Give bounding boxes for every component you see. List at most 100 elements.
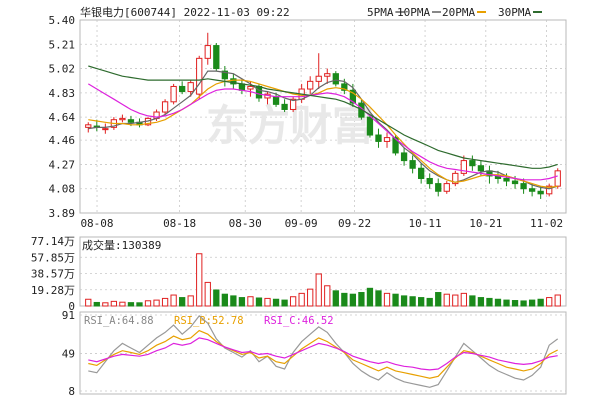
- candle-up: [315, 75, 322, 82]
- candle-down: [179, 85, 186, 93]
- volume-bar-down: [366, 287, 374, 307]
- price-tick-label: 5.02: [49, 63, 76, 76]
- volume-bar-down: [341, 292, 348, 307]
- candle-down: [520, 183, 527, 190]
- rsi-legend-item: RSI_B:52.78: [174, 315, 244, 327]
- volume-bar-up: [452, 294, 459, 307]
- date-label: 09-22: [338, 217, 371, 230]
- candle-up: [460, 160, 467, 174]
- volume-bar-up: [247, 296, 254, 307]
- volume-bar-down: [392, 293, 399, 307]
- volume-bar-down: [494, 298, 502, 307]
- volume-bar-down: [349, 293, 357, 307]
- date-label: 08-08: [80, 217, 113, 230]
- date-label: 09-09: [285, 217, 318, 230]
- candle-up: [170, 85, 177, 103]
- candle-up: [443, 183, 450, 192]
- rsi-b-line: [88, 329, 558, 379]
- volume-bar-up: [85, 298, 92, 307]
- price-axis-ticks: 5.40 5.21 5.02 4.83 4.64 4.46 4.27 4.08 3.89: [49, 14, 76, 220]
- volume-bar-up: [546, 297, 553, 307]
- ma-legend: 5PMA 10PMA 20PMA 30PMA: [367, 6, 542, 19]
- legend-item: 10PMA: [397, 6, 430, 19]
- volume-bar-up: [153, 299, 160, 307]
- candle-down: [537, 190, 544, 195]
- candle-down: [477, 165, 485, 172]
- volume-bar-up: [204, 281, 211, 307]
- price-grid: [80, 20, 566, 213]
- price-tick-label: 4.46: [49, 134, 76, 147]
- date-label: 11-02: [530, 217, 563, 230]
- candle-up: [187, 82, 194, 93]
- date-label: 10-21: [469, 217, 502, 230]
- rsi-grid: [80, 314, 566, 392]
- volume-bar-up: [264, 297, 271, 307]
- volume-bar-down: [332, 290, 339, 307]
- volume-tick-label: 0: [68, 300, 75, 313]
- candle-down: [238, 83, 246, 91]
- volume-bar-down: [213, 289, 220, 307]
- volume-bar-down: [230, 295, 237, 307]
- candle-up: [546, 185, 553, 195]
- ma-pink-line: [87, 83, 558, 181]
- candle-down: [400, 152, 408, 162]
- rsi-a-line: [88, 315, 559, 388]
- candle-up: [196, 57, 203, 95]
- candle-up: [383, 137, 391, 142]
- candle-up: [452, 172, 459, 185]
- candle-down: [426, 177, 433, 185]
- volume-panel-frame: [79, 236, 567, 307]
- legend-item: 30PMA: [498, 6, 531, 19]
- candle-down: [281, 103, 288, 110]
- volume-bar-up: [383, 292, 391, 307]
- price-tick-label: 3.89: [49, 207, 76, 220]
- volume-bar-down: [127, 302, 135, 307]
- candle-up: [307, 80, 314, 90]
- rsi-legend: RSI_A:64.88 RSI_B:52.78 RSI_C:46.52: [84, 315, 334, 327]
- volume-label: 成交量:130389: [82, 238, 161, 252]
- rsi-c-line: [88, 337, 558, 371]
- volume-bar-down: [221, 293, 228, 307]
- volume-bar-down: [528, 299, 536, 307]
- volume-bar-down: [511, 300, 519, 307]
- price-tick-label: 4.27: [49, 158, 76, 171]
- volume-bar-up: [324, 285, 331, 307]
- volume-bar-down: [520, 300, 527, 307]
- date-label: 08-18: [163, 217, 196, 230]
- volume-bar-down: [272, 298, 280, 307]
- volume-bar-down: [400, 295, 408, 307]
- rsi-panel-frame: [79, 311, 567, 395]
- volume-bar-down: [503, 299, 510, 307]
- volume-bar-down: [469, 295, 476, 307]
- volume-bar-up: [289, 296, 297, 307]
- candle-down: [392, 137, 399, 154]
- candle-up: [247, 85, 254, 90]
- candle-down: [435, 183, 442, 192]
- volume-tick-label: 57.85万: [31, 251, 75, 264]
- volume-bar-down: [375, 290, 382, 307]
- volume-bar-up: [307, 288, 314, 307]
- volume-bar-up: [161, 297, 169, 307]
- volume-bar-up: [315, 273, 322, 307]
- volume-bar-down: [435, 292, 442, 307]
- date-label: 08-30: [229, 217, 262, 230]
- volume-bar-up: [298, 292, 305, 307]
- volume-bar-up: [460, 292, 467, 307]
- candle-down: [213, 45, 220, 70]
- candle-down: [418, 167, 425, 179]
- volume-bar-down: [537, 298, 544, 307]
- ma-lines: [87, 65, 558, 190]
- volume-bar-down: [486, 297, 493, 307]
- candle-down: [349, 89, 357, 104]
- rsi-legend-item: RSI_A:64.88: [84, 315, 154, 327]
- volume-tick-label: 77.14万: [31, 235, 75, 248]
- date-axis: 08-08 08-18 08-30 09-09 09-22 10-11 10-21 11-02: [80, 217, 563, 230]
- candle-up: [102, 128, 109, 131]
- price-tick-label: 4.83: [49, 87, 76, 100]
- rsi-tick-label: 8: [68, 385, 75, 398]
- legend-item: 5PMA: [367, 6, 394, 19]
- volume-bar-down: [426, 297, 433, 307]
- candle-down: [221, 70, 228, 80]
- volume-bar-up: [443, 293, 450, 307]
- volume-bar-down: [358, 292, 365, 307]
